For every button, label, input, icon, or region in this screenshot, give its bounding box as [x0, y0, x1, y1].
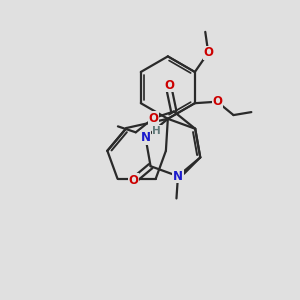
Text: O: O [148, 112, 159, 124]
Text: O: O [212, 95, 222, 108]
Text: O: O [128, 174, 139, 187]
Text: N: N [173, 170, 183, 183]
Text: N: N [140, 131, 151, 144]
Text: O: O [203, 46, 213, 59]
Text: H: H [152, 126, 161, 136]
Text: O: O [164, 79, 174, 92]
